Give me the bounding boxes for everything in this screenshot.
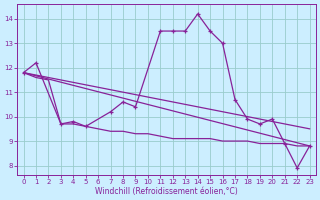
X-axis label: Windchill (Refroidissement éolien,°C): Windchill (Refroidissement éolien,°C) xyxy=(95,187,238,196)
